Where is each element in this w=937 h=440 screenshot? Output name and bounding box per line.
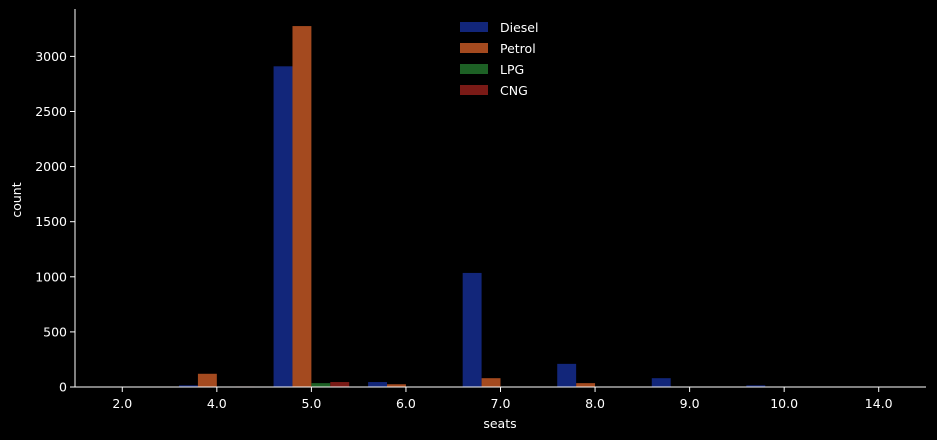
bar-petrol-7.0 bbox=[481, 378, 501, 387]
bar-diesel-4.0 bbox=[179, 385, 198, 387]
y-tick-label: 1500 bbox=[35, 214, 67, 229]
bar-diesel-8.0 bbox=[557, 363, 577, 387]
y-tick-label: 2500 bbox=[35, 104, 67, 119]
x-tick-label: 14.0 bbox=[865, 396, 893, 411]
x-tick-label: 6.0 bbox=[396, 396, 416, 411]
x-tick-label: 10.0 bbox=[770, 396, 798, 411]
bar-petrol-6.0 bbox=[387, 384, 406, 387]
bar-diesel-7.0 bbox=[462, 272, 482, 387]
legend-label-cng: CNG bbox=[500, 83, 528, 98]
y-tick-label: 2000 bbox=[35, 159, 67, 174]
bar-petrol-5.0 bbox=[292, 26, 312, 388]
bars-group bbox=[179, 26, 766, 388]
x-tick-label: 9.0 bbox=[680, 396, 700, 411]
bar-lpg-5.0 bbox=[311, 383, 331, 387]
x-tick-label: 5.0 bbox=[301, 396, 321, 411]
x-axis-label: seats bbox=[483, 416, 516, 431]
y-tick-label: 500 bbox=[43, 324, 67, 339]
x-tick-label: 4.0 bbox=[207, 396, 227, 411]
y-tick-label: 3000 bbox=[35, 49, 67, 64]
bar-diesel-5.0 bbox=[273, 66, 293, 387]
y-axis-label: count bbox=[9, 182, 24, 217]
y-tick-label: 0 bbox=[59, 380, 67, 395]
x-tick-label: 8.0 bbox=[585, 396, 605, 411]
x-ticks-group: 2.0 4.0 5.0 6.0 7.0 8.0 9.0 10.0 14.0 bbox=[112, 387, 893, 411]
bar-petrol-4.0 bbox=[197, 373, 217, 387]
bar-diesel-10.0 bbox=[746, 385, 766, 387]
legend-label-petrol: Petrol bbox=[500, 41, 536, 56]
legend-label-diesel: Diesel bbox=[500, 20, 538, 35]
legend-swatch-lpg bbox=[460, 64, 488, 74]
x-tick-label: 7.0 bbox=[491, 396, 511, 411]
y-ticks-group: 0 500 1000 1500 2000 2500 3000 bbox=[35, 49, 75, 395]
legend-swatch-cng bbox=[460, 85, 488, 95]
x-tick-label: 2.0 bbox=[112, 396, 132, 411]
legend-swatch-petrol bbox=[460, 43, 488, 53]
legend-label-lpg: LPG bbox=[500, 62, 524, 77]
bar-petrol-8.0 bbox=[576, 383, 596, 387]
y-tick-label: 1000 bbox=[35, 269, 67, 284]
legend: Diesel Petrol LPG CNG bbox=[460, 20, 538, 98]
bar-diesel-6.0 bbox=[368, 382, 388, 387]
bar-cng-5.0 bbox=[330, 382, 350, 387]
legend-swatch-diesel bbox=[460, 22, 488, 32]
bar-diesel-9.0 bbox=[651, 378, 671, 387]
